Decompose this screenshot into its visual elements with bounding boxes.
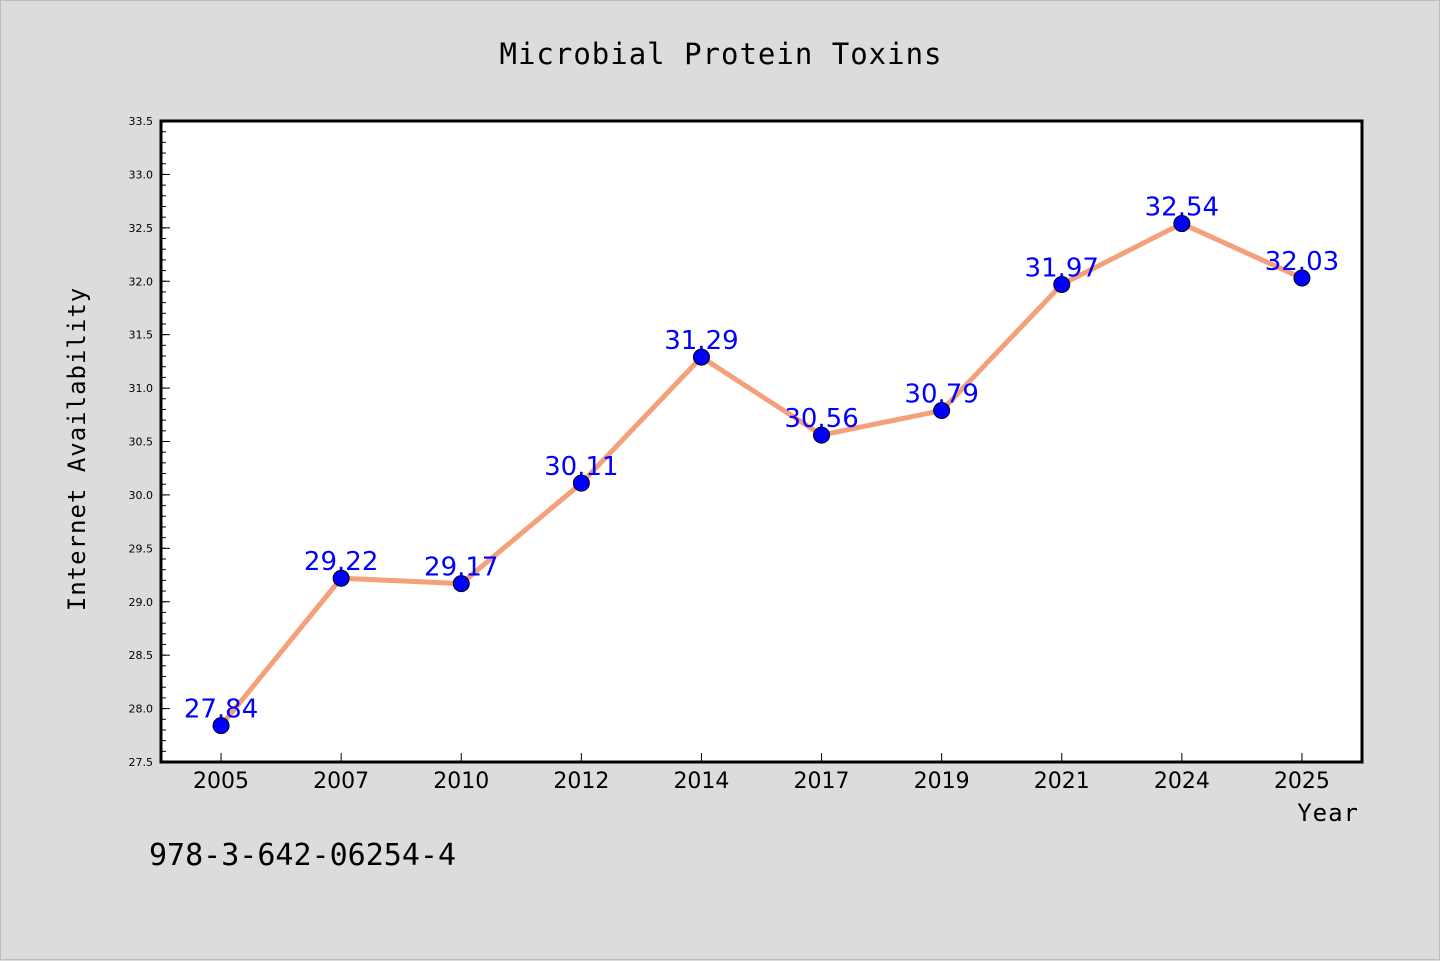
x-tick-label: 2005 [193, 769, 249, 794]
x-tick-label: 2021 [1034, 769, 1090, 794]
y-tick-label: 32.0 [129, 275, 154, 288]
y-tick-label: 30.0 [129, 489, 154, 502]
data-point [933, 402, 951, 420]
footer-identifier: 978-3-642-06254-4 [149, 838, 456, 873]
x-tick-label: 2019 [914, 769, 970, 794]
y-tick-label: 28.5 [129, 649, 154, 662]
data-label: 29.17 [424, 553, 498, 583]
data-point [1173, 215, 1191, 233]
y-axis-title: Internet Availability [63, 287, 91, 611]
y-tick-label: 27.5 [129, 756, 154, 769]
series-layer [212, 215, 1311, 735]
data-point [692, 348, 710, 366]
data-label: 30.79 [904, 380, 978, 410]
x-tick-label: 2007 [313, 769, 369, 794]
x-tick-label: 2010 [433, 769, 489, 794]
data-point [332, 569, 350, 587]
x-axis: 2005 2007 2010 2012 2014 2017 2019 2021 2024 2025 [193, 753, 1330, 794]
data-label: 32.54 [1145, 193, 1219, 223]
x-tick-label: 2012 [553, 769, 609, 794]
x-tick-label: 2017 [794, 769, 850, 794]
y-tick-label: 30.5 [129, 436, 154, 449]
y-tick-label: 29.0 [129, 596, 154, 609]
data-label: 30.11 [544, 452, 618, 482]
y-tick-label: 33.5 [129, 115, 154, 128]
x-tick-label: 2025 [1274, 769, 1330, 794]
data-point [1053, 275, 1071, 293]
y-tick-label: 33.0 [129, 168, 154, 181]
data-label: 27.84 [184, 695, 258, 725]
y-tick-label: 31.5 [129, 329, 154, 342]
series-line [218, 221, 1305, 729]
x-tick-label: 2014 [673, 769, 729, 794]
data-point [813, 426, 831, 444]
data-point [452, 575, 470, 593]
data-point [572, 474, 590, 492]
data-label: 31.29 [664, 326, 738, 356]
y-tick-label: 32.5 [129, 222, 154, 235]
data-label: 32.03 [1265, 247, 1339, 277]
y-tick-label: 28.0 [129, 703, 154, 716]
y-tick-label: 29.5 [129, 542, 154, 555]
chart-title: Microbial Protein Toxins [499, 37, 942, 71]
y-tick-label: 31.0 [129, 382, 154, 395]
data-label: 29.22 [304, 547, 378, 577]
x-tick-label: 2024 [1154, 769, 1210, 794]
data-point [1293, 269, 1311, 287]
data-label: 31.97 [1025, 253, 1099, 283]
data-label: 30.56 [784, 404, 858, 434]
x-axis-title: Year [1297, 799, 1359, 827]
y-axis: 27.5 28.0 28.5 29.0 29.5 30.0 30.5 31.0 31.5 32.0… [129, 115, 170, 769]
data-label-layer: 27.84 29.22 29.17 30.11 31.29 30.56 30.79 31.97… [184, 193, 1339, 725]
data-point [212, 717, 230, 735]
plot-area [159, 119, 1364, 764]
